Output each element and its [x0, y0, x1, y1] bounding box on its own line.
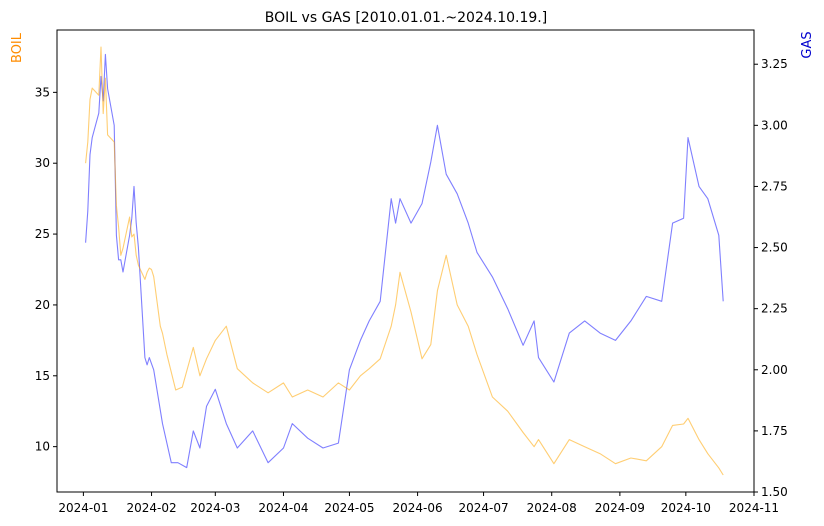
x-tick-label: 2024-06 — [393, 501, 443, 515]
right-y-tick-label: 2.75 — [761, 179, 788, 193]
right-y-axis-ticks: 1.50 1.75 2.00 2.25 2.50 2.75 3.00 3.25 — [754, 57, 788, 499]
left-y-tick-label: 30 — [35, 156, 50, 170]
left-axis-label: BOIL — [10, 32, 25, 63]
right-y-tick-label: 1.75 — [761, 424, 788, 438]
x-axis-ticks: 2024-01 2024-02 2024-03 2024-04 2024-05 2024-… — [58, 492, 779, 515]
x-tick-label: 2024-05 — [324, 501, 374, 515]
boil-series-line — [85, 46, 724, 476]
plot-frame — [56, 29, 755, 493]
left-y-tick-label: 35 — [35, 85, 50, 99]
x-tick-label: 2024-04 — [258, 501, 308, 515]
right-y-tick-label: 3.25 — [761, 57, 788, 71]
right-y-tick-label: 3.00 — [761, 118, 788, 132]
x-tick-label: 2024-11 — [729, 501, 779, 515]
x-tick-label: 2024-01 — [58, 501, 108, 515]
left-y-tick-label: 15 — [35, 369, 50, 383]
right-y-tick-label: 1.50 — [761, 485, 788, 499]
left-y-axis-ticks: 10 15 20 25 30 35 — [35, 85, 57, 454]
chart-title: BOIL vs GAS [2010.01.01.~2024.10.19.] — [265, 10, 547, 26]
left-y-tick-label: 25 — [35, 227, 50, 241]
left-y-tick-label: 10 — [35, 440, 50, 454]
gas-series-line — [85, 53, 724, 469]
right-y-tick-label: 2.25 — [761, 302, 788, 316]
series-layer — [85, 46, 724, 476]
right-y-tick-label: 2.50 — [761, 241, 788, 255]
x-tick-label: 2024-07 — [458, 501, 508, 515]
left-y-tick-label: 20 — [35, 298, 50, 312]
x-tick-label: 2024-02 — [126, 501, 176, 515]
x-tick-label: 2024-08 — [527, 501, 577, 515]
right-axis-label: GAS — [800, 31, 815, 58]
right-y-tick-label: 2.00 — [761, 363, 788, 377]
x-tick-label: 2024-09 — [595, 501, 645, 515]
x-tick-label: 2024-10 — [661, 501, 711, 515]
x-tick-label: 2024-03 — [190, 501, 240, 515]
